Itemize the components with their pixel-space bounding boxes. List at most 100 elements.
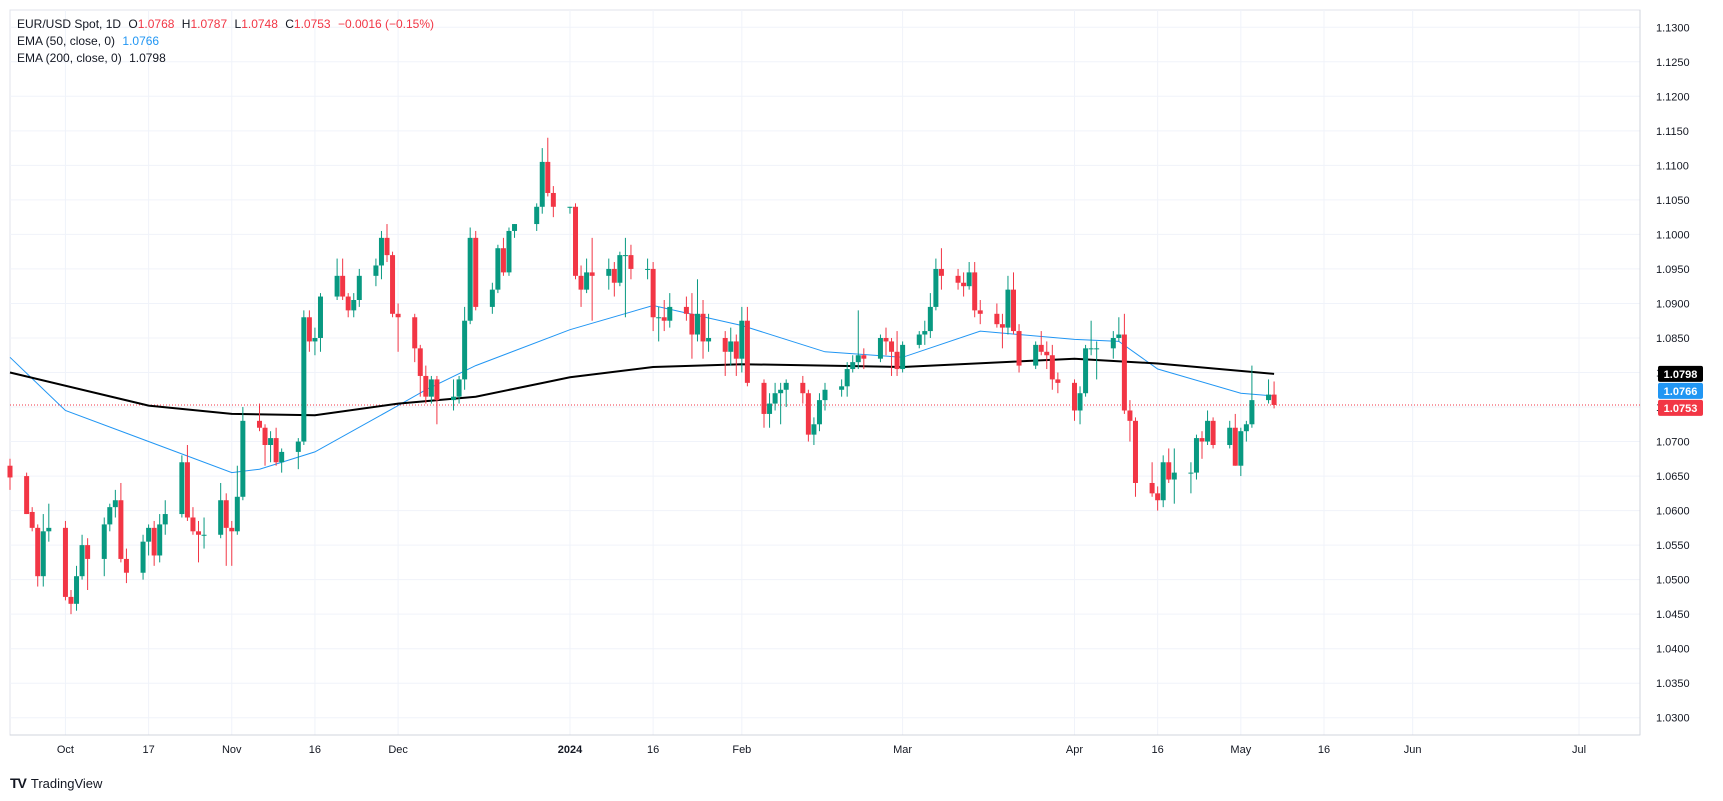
y-tick-label: 1.1150	[1656, 126, 1689, 138]
y-tick-label: 1.1100	[1656, 160, 1689, 172]
candle-body	[966, 272, 972, 287]
candle-body	[462, 320, 468, 380]
candle-body	[423, 375, 429, 397]
tradingview-branding[interactable]: TV TradingView	[10, 775, 102, 791]
candle-body	[850, 362, 856, 370]
x-tick-label: 16	[309, 744, 321, 756]
candle-body	[761, 382, 767, 414]
candle-body	[645, 268, 651, 270]
legend-ema200-value: 1.0798	[129, 51, 166, 65]
candle-body	[1171, 472, 1177, 480]
candle-body	[622, 255, 628, 257]
y-tick-label: 1.1000	[1656, 229, 1690, 241]
candle-body	[1132, 420, 1138, 483]
candle-body	[351, 300, 357, 311]
candle-body	[29, 511, 35, 528]
y-tick-label: 1.1250	[1656, 57, 1690, 69]
candle-body	[589, 272, 595, 276]
candle-body	[894, 351, 900, 370]
candle-body	[412, 317, 418, 349]
candle-body	[273, 438, 279, 463]
candle-body	[234, 496, 240, 532]
candle-body	[506, 230, 512, 273]
candle-body	[700, 313, 706, 342]
price-tag-badge	[1658, 399, 1703, 416]
candle-body	[617, 255, 623, 283]
x-tick-label: Jul	[1572, 744, 1586, 756]
candle-body	[1166, 462, 1172, 480]
candle-body	[112, 500, 118, 508]
candle-body	[955, 275, 961, 283]
candle-body	[606, 268, 612, 276]
legend-ema200-row[interactable]: EMA (200, close, 0) 1.0798	[17, 50, 438, 67]
y-tick-label: 1.0950	[1656, 264, 1690, 276]
candle-body	[573, 206, 579, 276]
candle-body	[1155, 493, 1161, 501]
candle-body	[146, 527, 152, 542]
candle-body	[1271, 394, 1277, 405]
candle-body	[922, 331, 928, 335]
candle-body	[772, 393, 778, 404]
candle-body	[1011, 289, 1017, 332]
candle-body	[584, 272, 590, 290]
candle-body	[550, 192, 556, 207]
price-tag-label: 1.0766	[1664, 386, 1698, 398]
legend-open-value: 1.0768	[137, 17, 175, 31]
candle-body	[473, 237, 479, 307]
legend-low-value: 1.0748	[241, 17, 278, 31]
candle-body	[356, 275, 362, 300]
candle-body	[500, 248, 506, 273]
candle-body	[378, 237, 384, 266]
candle-body	[667, 306, 673, 321]
candle-body	[778, 389, 784, 394]
candle-body	[151, 527, 157, 556]
candle-body	[650, 268, 656, 318]
y-tick-label: 1.0900	[1656, 298, 1690, 310]
candle-body	[395, 313, 401, 318]
candle-body	[35, 527, 41, 577]
candle-body	[268, 438, 274, 445]
candle-body	[877, 337, 883, 359]
candle-body	[1055, 379, 1061, 383]
candle-body	[1044, 351, 1050, 356]
candle-body	[938, 268, 944, 276]
legend-ema50-value: 1.0766	[122, 34, 160, 48]
y-tick-label: 1.0400	[1656, 644, 1690, 656]
candle-body	[306, 317, 312, 342]
candle-body	[1205, 420, 1211, 442]
legend-ema50-row[interactable]: EMA (50, close, 0) 1.0766	[17, 33, 438, 50]
candle-body	[334, 275, 340, 297]
candle-body	[1249, 400, 1255, 425]
candle-body	[157, 524, 163, 556]
x-tick-label: 16	[1152, 744, 1164, 756]
candle-body	[190, 517, 196, 532]
candle-body	[196, 531, 202, 535]
candle-body	[1210, 420, 1216, 445]
candle-body	[1038, 344, 1044, 352]
legend-close-value: 1.0753	[293, 17, 331, 31]
candle-body	[279, 451, 285, 463]
candle-body	[46, 527, 52, 532]
candle-body	[223, 500, 229, 528]
candle-body	[434, 379, 440, 401]
candle-body	[977, 310, 983, 314]
candle-body	[218, 500, 224, 535]
candle-body	[1127, 410, 1133, 421]
candle-body	[1094, 348, 1100, 350]
x-tick-label: 16	[1318, 744, 1330, 756]
candle-body	[800, 382, 806, 394]
legend-open-label: O	[128, 17, 138, 31]
candle-body	[694, 313, 700, 335]
candle-body	[1071, 382, 1077, 411]
y-tick-label: 1.0650	[1656, 471, 1690, 483]
y-tick-label: 1.0600	[1656, 506, 1690, 518]
candle-body	[162, 514, 168, 525]
candle-body	[811, 424, 817, 435]
candle-body	[1083, 348, 1089, 394]
x-tick-label: Jun	[1404, 744, 1422, 756]
candle-body	[123, 558, 129, 573]
candle-body	[1016, 331, 1022, 366]
y-tick-label: 1.1300	[1656, 22, 1690, 34]
candle-body	[428, 379, 434, 397]
